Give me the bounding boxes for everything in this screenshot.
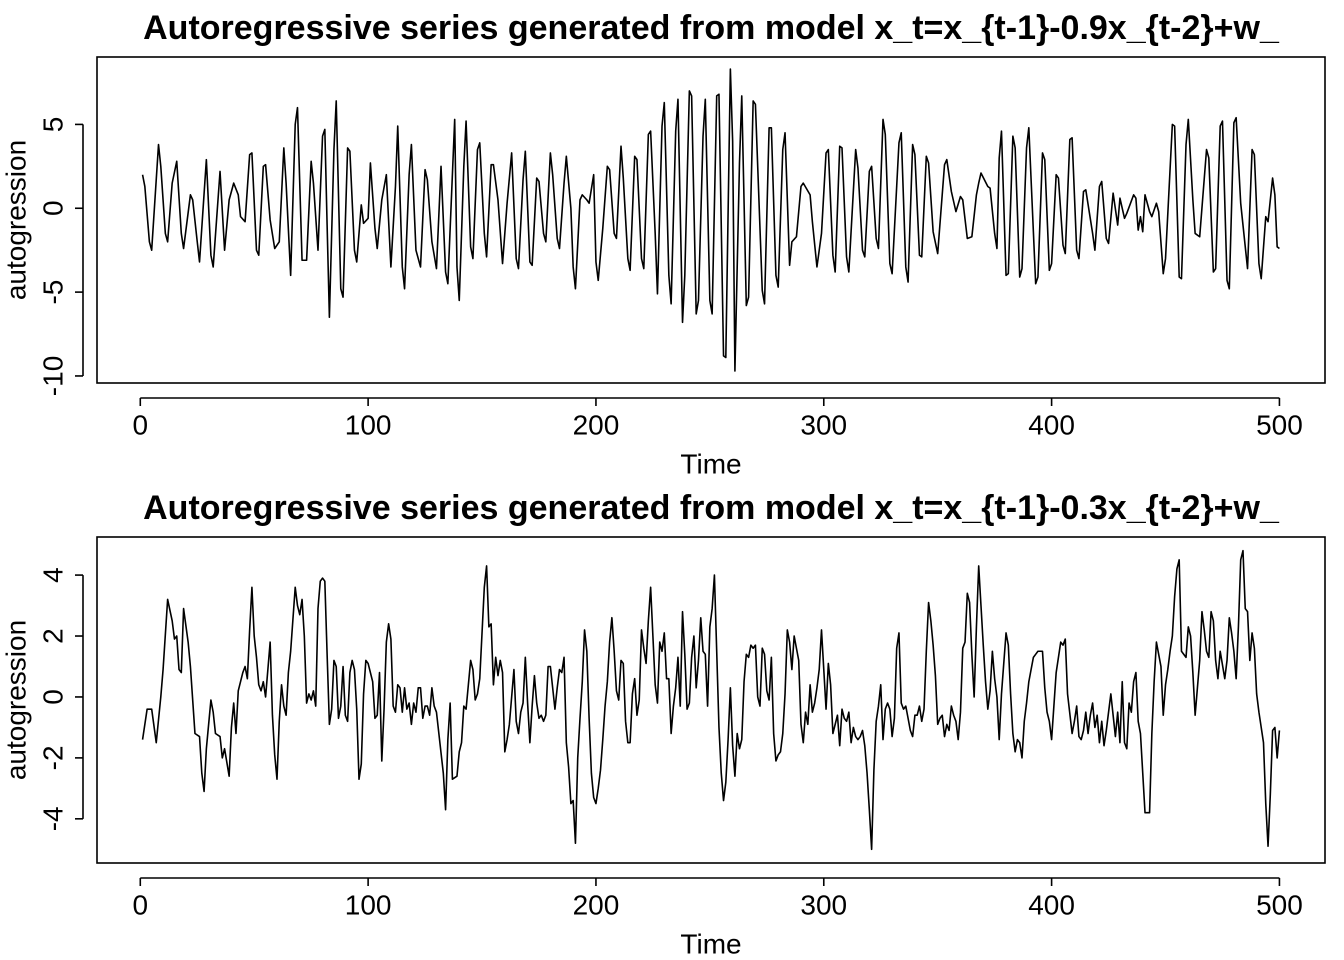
- y-tick-label: 2: [37, 628, 68, 644]
- y-axis-label: autogression: [0, 140, 31, 300]
- x-tick-label: 500: [1256, 409, 1303, 440]
- x-axis-label: Time: [680, 928, 741, 959]
- series-line: [141, 68, 1280, 372]
- x-tick-label: 0: [132, 889, 148, 920]
- y-tick-label: 5: [37, 117, 68, 133]
- y-tick-label: 4: [37, 567, 68, 583]
- plot-frame: [96, 536, 1326, 864]
- x-tick-label: 400: [1028, 889, 1075, 920]
- x-tick-label: 300: [800, 409, 847, 440]
- y-tick-label: 0: [37, 200, 68, 216]
- x-axis-label: Time: [680, 448, 741, 479]
- x-tick-label: 200: [573, 889, 620, 920]
- x-tick-label: 0: [132, 409, 148, 440]
- x-tick-label: 500: [1256, 889, 1303, 920]
- y-tick-label: -4: [37, 806, 68, 831]
- y-tick-label: 0: [37, 689, 68, 705]
- chart-title: Autoregressive series generated from mod…: [143, 489, 1280, 527]
- y-tick-label: -2: [37, 745, 68, 770]
- x-tick-label: 100: [345, 409, 392, 440]
- x-tick-label: 200: [573, 409, 620, 440]
- plot-frame: [96, 56, 1326, 384]
- x-tick-label: 100: [345, 889, 392, 920]
- y-tick-label: -5: [37, 280, 68, 305]
- x-tick-label: 300: [800, 889, 847, 920]
- y-tick-label: -10: [37, 356, 68, 396]
- chart-title: Autoregressive series generated from mod…: [143, 9, 1280, 47]
- y-axis-label: autogression: [0, 620, 31, 780]
- x-tick-label: 400: [1028, 409, 1075, 440]
- series-line: [141, 549, 1281, 851]
